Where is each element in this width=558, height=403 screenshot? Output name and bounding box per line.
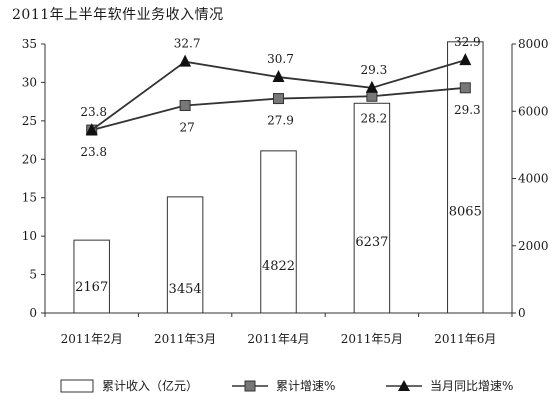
monthly-growth-label: 23.8 [80,105,107,119]
cumulative-growth-label: 29.3 [454,103,481,117]
triangle-marker [365,80,378,93]
monthly-growth-label: 32.7 [174,37,201,51]
left-tick-label: 30 [22,75,37,89]
left-tick-label: 35 [22,37,37,51]
right-tick-label: 2000 [518,239,549,253]
cumulative-growth-label: 27.9 [267,114,294,128]
right-tick-label: 4000 [518,172,549,186]
triangle-marker [85,123,98,136]
bar [166,196,204,314]
left-tick-label: 5 [29,268,37,282]
legend-label-monthly-growth: 当月同比增速% [430,379,514,393]
monthly-growth-label: 29.3 [361,63,388,77]
legend-item-monthly-growth: 当月同比增速% [386,377,513,394]
cumulative-growth-label: 23.8 [80,145,107,159]
legend-item-cumulative-growth: 累计增速% [232,377,335,394]
bar-value-label: 4822 [262,259,295,274]
right-tick-label: 6000 [518,104,549,118]
triangle-marker [459,53,472,66]
x-tick-label: 2011年5月 [341,332,403,346]
left-tick-label: 0 [29,306,37,320]
x-tick-label: 2011年3月 [154,332,216,346]
bar-value-label: 3454 [169,282,202,297]
cumulative-growth-label: 27 [179,120,194,134]
left-tick-label: 20 [22,152,37,166]
square-marker [273,93,284,105]
bar-labels: 2167 3454 4822 6237 8065 [75,204,482,297]
left-tick-label: 25 [22,114,37,128]
left-tick-label: 10 [22,229,37,243]
bar-value-label: 8065 [449,204,482,219]
right-tick-label: 8000 [518,37,549,51]
bar-value-label: 2167 [75,280,108,295]
legend-label-bar: 累计收入（亿元） [102,379,199,393]
bar [260,150,297,314]
bar [353,102,391,314]
legend-triangle-line-swatch [386,379,422,391]
cumulative-growth-label: 28.2 [361,111,388,125]
left-tick-label: 15 [22,191,37,205]
legend-item-bar: 累计收入（亿元） [60,377,198,394]
bar-value-label: 6237 [355,235,388,250]
legend-square-line-swatch [232,380,268,391]
monthly-growth-label: 30.7 [267,52,294,66]
x-tick-label: 2011年2月 [61,332,123,346]
lines [85,53,472,136]
monthly-growth-label: 32.9 [454,35,481,49]
bar [73,239,110,314]
legend-bar-swatch [60,379,94,392]
right-tick-label: 0 [518,306,526,320]
triangle-marker [272,70,285,83]
square-marker [179,99,191,111]
chart-title: 2011年上半年软件业务收入情况 [12,7,224,23]
square-marker [459,82,471,94]
triangle-marker [179,54,192,67]
line-labels: 23.8 27 27.9 28.2 29.3 23.8 32.7 30.7 29.3 32.9 [80,35,480,159]
x-tick-label: 2011年4月 [247,332,309,346]
axes: 0 5 10 15 20 25 30 35 0 2000 4000 6000 8000 2011年2月 20… [22,37,549,346]
x-tick-label: 2011年6月 [434,332,496,346]
legend-label-cumulative-growth: 累计增速% [276,379,336,393]
